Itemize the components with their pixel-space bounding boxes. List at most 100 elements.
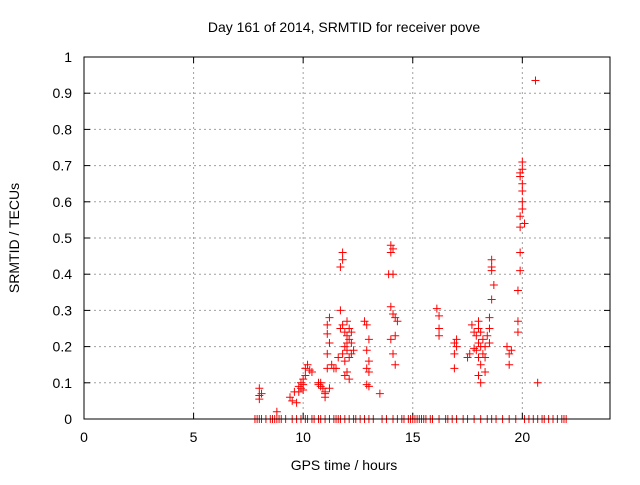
data-point (481, 367, 490, 376)
data-point (288, 396, 297, 405)
data-point (516, 212, 525, 221)
data-point (325, 338, 334, 347)
data-point (334, 353, 343, 362)
data-point (325, 313, 334, 322)
data-point (292, 398, 301, 407)
data-point (364, 357, 373, 366)
y-tick-label: 0.4 (53, 266, 73, 282)
data-point (345, 324, 354, 333)
data-point (338, 255, 347, 264)
data-point (349, 346, 358, 355)
data-point (345, 375, 354, 384)
y-tick-label: 0.3 (53, 302, 73, 318)
y-tick-label: 0.8 (53, 121, 73, 137)
data-point (518, 179, 527, 188)
data-point (467, 320, 476, 329)
data-point (338, 320, 347, 329)
data-point (364, 335, 373, 344)
y-tick-label: 0.2 (53, 339, 73, 355)
data-point (340, 357, 349, 366)
data-point (531, 76, 540, 85)
data-point (362, 320, 371, 329)
data-point (516, 172, 525, 181)
data-point (347, 349, 356, 358)
data-point (386, 248, 395, 257)
y-axis-label: SRMTID / TECUs (6, 183, 22, 293)
y-tick-label: 0.1 (53, 375, 73, 391)
data-point (323, 349, 332, 358)
data-point (489, 281, 498, 290)
data-point (362, 380, 371, 389)
data-point (533, 378, 542, 387)
data-point (435, 311, 444, 320)
data-point (340, 371, 349, 380)
data-point (485, 324, 494, 333)
data-point (513, 286, 522, 295)
x-axis-label: GPS time / hours (291, 457, 398, 473)
data-point (325, 384, 334, 393)
data-point (336, 306, 345, 315)
data-point (336, 324, 345, 333)
data-point (391, 331, 400, 340)
data-point (452, 342, 461, 351)
axis-ticks: 00.10.20.30.40.50.60.70.80.910 5 10 15 20 (53, 49, 610, 445)
data-point (487, 255, 496, 264)
data-point (516, 266, 525, 275)
data-point (474, 371, 483, 380)
data-point (327, 360, 336, 369)
data-point (343, 317, 351, 326)
x-tick-label: 20 (515, 429, 531, 445)
data-point (389, 270, 398, 279)
data-point (257, 389, 266, 398)
data-point (470, 344, 479, 353)
data-point (450, 338, 459, 347)
data-point (518, 205, 527, 214)
x-tick-label: 10 (295, 429, 311, 445)
data-point (364, 367, 373, 376)
x-tick-label: 0 (80, 429, 88, 445)
data-point (303, 360, 312, 369)
data-point (286, 393, 295, 402)
data-point (502, 342, 511, 351)
x-tick-label: 15 (405, 429, 421, 445)
data-point (347, 328, 356, 337)
data-point (474, 324, 483, 333)
data-point (305, 366, 314, 375)
data-point (255, 384, 264, 393)
data-point (487, 295, 496, 304)
data-point (472, 331, 481, 340)
data-point (362, 364, 371, 373)
data-point (332, 364, 341, 373)
y-tick-label: 0.6 (53, 194, 73, 210)
data-point (476, 328, 485, 337)
data-point (389, 310, 398, 319)
data-point (474, 338, 483, 347)
y-tick-label: 0.9 (53, 85, 73, 101)
data-point (474, 317, 483, 326)
data-point (518, 186, 527, 195)
data-point (338, 248, 347, 257)
data-point (450, 364, 459, 373)
data-point (391, 360, 400, 369)
data-point (323, 320, 332, 329)
y-tick-label: 0.5 (53, 230, 73, 246)
data-point (364, 382, 373, 391)
grid-lines (84, 57, 610, 419)
data-point (386, 302, 395, 311)
data-point (518, 165, 527, 174)
data-point (505, 349, 514, 358)
data-point (463, 353, 472, 362)
data-point (481, 342, 490, 351)
data-point (481, 353, 490, 362)
data-point (472, 346, 481, 355)
y-tick-label: 0 (64, 411, 72, 427)
data-point (316, 378, 325, 387)
data-point (343, 331, 351, 340)
data-point (432, 304, 441, 313)
data-point (360, 317, 369, 326)
y-tick-label: 0.7 (53, 158, 73, 174)
data-point (391, 313, 400, 322)
data-point (307, 367, 316, 376)
data-point (386, 241, 395, 250)
